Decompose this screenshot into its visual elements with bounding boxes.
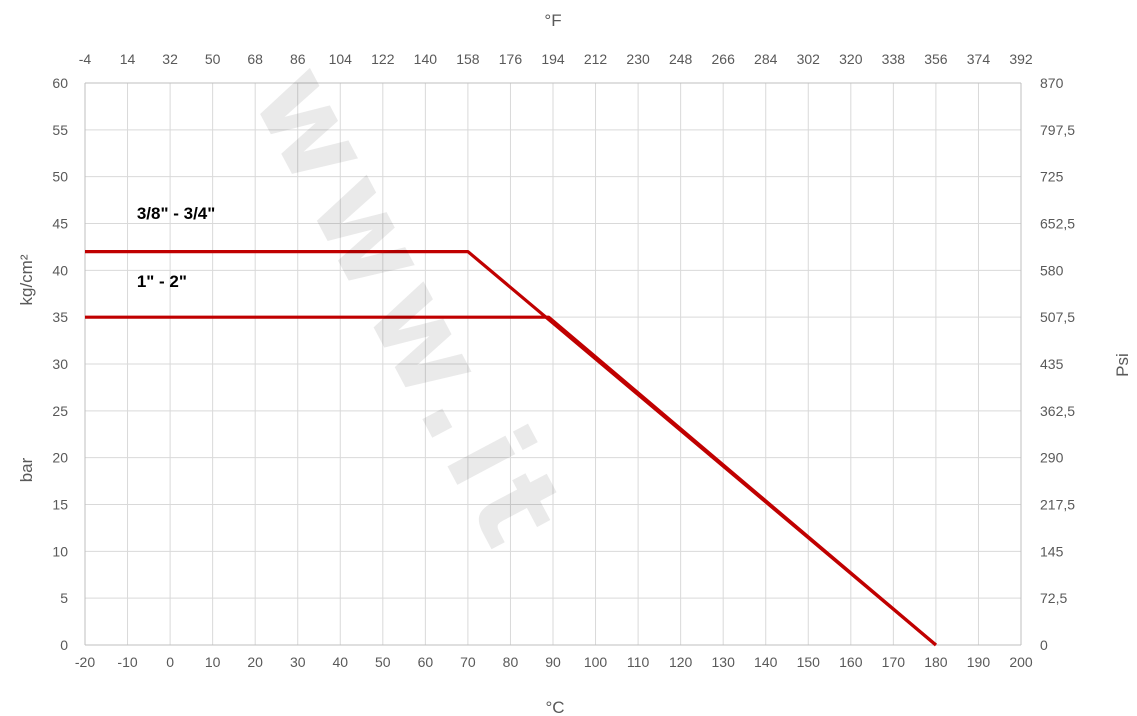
x-tick-label-celsius: 70 — [460, 654, 476, 670]
x-tick-label-celsius: 90 — [545, 654, 561, 670]
watermark: www.it — [224, 43, 595, 575]
x-axis-celsius-ticks: -20 -10 0 10 20 30 40 50 60 70 80 90 100 110 120 130 140… — [75, 654, 1033, 670]
x-tick-label-fahrenheit: 158 — [456, 51, 480, 67]
x-tick-label-fahrenheit: 356 — [924, 51, 948, 67]
x-tick-label-celsius: 140 — [754, 654, 778, 670]
x-tick-label-celsius: 80 — [503, 654, 519, 670]
x-tick-label-fahrenheit: -4 — [79, 51, 92, 67]
y-tick-label-psi: 145 — [1040, 543, 1064, 559]
x-tick-label-celsius: 0 — [166, 654, 174, 670]
y-tick-label-bar: 5 — [60, 590, 68, 606]
x-tick-label-fahrenheit: 248 — [669, 51, 693, 67]
x-tick-label-fahrenheit: 302 — [797, 51, 821, 67]
x-tick-label-celsius: 40 — [332, 654, 348, 670]
y-axis-psi-ticks: 0 72,5 145 217,5 290 362,5 435 507,5 580 652,5 725… — [1040, 75, 1075, 653]
x-tick-label-celsius: 200 — [1009, 654, 1033, 670]
x-tick-label-celsius: 100 — [584, 654, 608, 670]
x-tick-label-fahrenheit: 68 — [247, 51, 263, 67]
y-tick-label-bar: 50 — [52, 169, 68, 185]
y-tick-label-psi: 580 — [1040, 262, 1064, 278]
x-tick-label-fahrenheit: 122 — [371, 51, 395, 67]
axes — [84, 82, 1022, 646]
y-right-axis-title: Psi — [1113, 353, 1132, 377]
x-tick-label-celsius: 50 — [375, 654, 391, 670]
x-tick-label-celsius: 160 — [839, 654, 863, 670]
x-tick-label-fahrenheit: 266 — [712, 51, 736, 67]
y-tick-label-psi: 870 — [1040, 75, 1064, 91]
x-tick-label-fahrenheit: 104 — [329, 51, 353, 67]
x-tick-label-fahrenheit: 14 — [120, 51, 136, 67]
x-top-axis-title: °F — [544, 11, 561, 30]
x-tick-label-celsius: 60 — [418, 654, 434, 670]
x-tick-label-fahrenheit: 230 — [626, 51, 650, 67]
x-tick-label-fahrenheit: 140 — [414, 51, 438, 67]
x-tick-label-fahrenheit: 176 — [499, 51, 523, 67]
series-label: 1" - 2" — [137, 272, 187, 291]
series-lines — [85, 250, 937, 647]
x-tick-label-celsius: 130 — [712, 654, 736, 670]
x-tick-label-celsius: 180 — [924, 654, 948, 670]
y-tick-label-bar: 40 — [52, 262, 68, 278]
y-tick-label-bar: 0 — [60, 637, 68, 653]
y-tick-label-bar: 10 — [52, 543, 68, 559]
x-axis-fahrenheit-ticks: -4 14 32 50 68 86 104 122 140 158 176 194 212 230 248 2… — [79, 51, 1033, 67]
y-tick-label-bar: 60 — [52, 75, 68, 91]
y-tick-label-bar: 35 — [52, 309, 68, 325]
series-label: 3/8" - 3/4" — [137, 204, 216, 223]
grid — [84, 82, 1022, 646]
x-tick-label-fahrenheit: 284 — [754, 51, 778, 67]
y-tick-label-psi: 797,5 — [1040, 122, 1075, 138]
y-tick-label-bar: 25 — [52, 403, 68, 419]
y-left-axis-title-lower: bar — [17, 457, 36, 482]
y-tick-label-psi: 435 — [1040, 356, 1064, 372]
y-tick-label-psi: 290 — [1040, 450, 1064, 466]
x-tick-label-celsius: -10 — [117, 654, 137, 670]
y-tick-label-bar: 15 — [52, 497, 68, 513]
y-tick-label-bar: 55 — [52, 122, 68, 138]
x-tick-label-fahrenheit: 50 — [205, 51, 221, 67]
y-tick-label-psi: 725 — [1040, 169, 1064, 185]
x-tick-label-fahrenheit: 320 — [839, 51, 863, 67]
x-tick-label-fahrenheit: 194 — [541, 51, 565, 67]
x-tick-label-celsius: 190 — [967, 654, 991, 670]
x-tick-label-celsius: 20 — [247, 654, 263, 670]
x-tick-label-celsius: 110 — [627, 654, 650, 670]
y-tick-label-psi: 507,5 — [1040, 309, 1075, 325]
y-tick-label-bar: 20 — [52, 450, 68, 466]
x-tick-label-celsius: -20 — [75, 654, 95, 670]
y-tick-label-psi: 0 — [1040, 637, 1048, 653]
x-tick-label-celsius: 10 — [205, 654, 221, 670]
series-labels: 3/8" - 3/4" 1" - 2" — [137, 204, 216, 291]
y-tick-label-psi: 652,5 — [1040, 216, 1075, 232]
x-tick-label-fahrenheit: 338 — [882, 51, 906, 67]
x-tick-label-fahrenheit: 392 — [1009, 51, 1033, 67]
x-tick-label-celsius: 150 — [797, 654, 821, 670]
series-line — [85, 315, 937, 647]
x-tick-label-fahrenheit: 374 — [967, 51, 991, 67]
x-tick-label-fahrenheit: 32 — [162, 51, 178, 67]
x-tick-label-celsius: 170 — [882, 654, 906, 670]
x-tick-label-fahrenheit: 212 — [584, 51, 608, 67]
x-tick-label-celsius: 120 — [669, 654, 693, 670]
x-tick-label-celsius: 30 — [290, 654, 306, 670]
x-bottom-axis-title: °C — [545, 698, 564, 716]
y-tick-label-psi: 72,5 — [1040, 590, 1067, 606]
y-left-axis-title-upper: kg/cm² — [17, 254, 36, 305]
y-tick-label-psi: 217,5 — [1040, 497, 1075, 513]
y-axis-bar-ticks: 0 5 10 15 20 25 30 35 40 45 50 55 60 — [52, 75, 68, 653]
y-tick-label-bar: 30 — [52, 356, 68, 372]
y-tick-label-bar: 45 — [52, 216, 68, 232]
y-tick-label-psi: 362,5 — [1040, 403, 1075, 419]
x-tick-label-fahrenheit: 86 — [290, 51, 306, 67]
